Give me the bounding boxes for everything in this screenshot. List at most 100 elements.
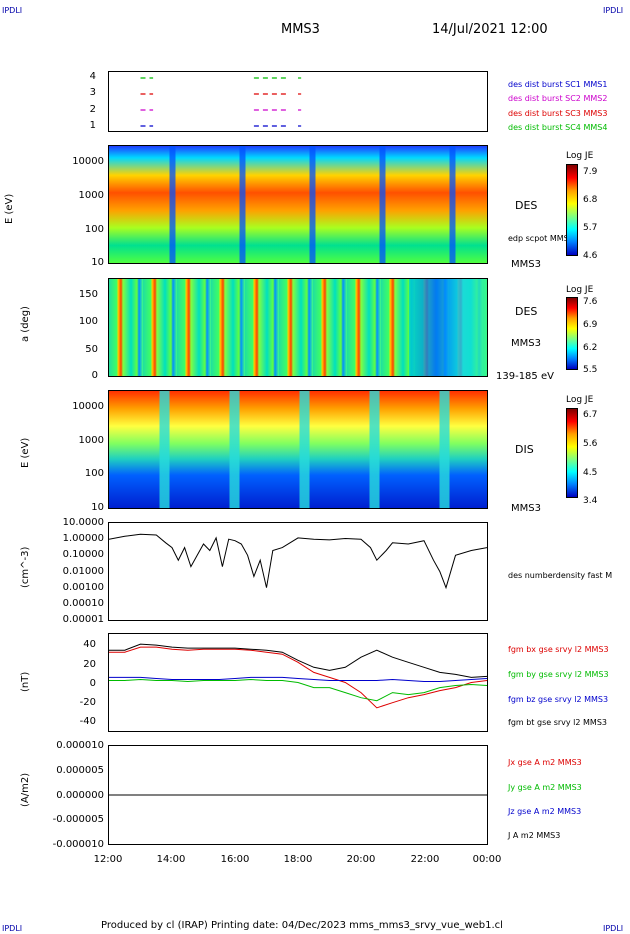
current-legend-jx: Jx gse A m2 MMS3 xyxy=(508,758,582,767)
density-line xyxy=(109,533,487,590)
density-ytick-3: 0.01000 xyxy=(62,566,104,577)
des-energy-colorbar xyxy=(566,164,578,256)
dis-energy-cbar-tick-4: 3.4 xyxy=(583,496,598,506)
density-ytick-0: 10.0000 xyxy=(62,517,104,528)
corner-top-right: IPDLI xyxy=(603,6,624,15)
density-ylabel: (cm^-3) xyxy=(20,546,31,588)
density-legend: des numberdensity fast M xyxy=(508,571,613,580)
des-energy-cbar-tick-4: 4.6 xyxy=(583,251,598,261)
des-pitch-ytick-50: 50 xyxy=(85,344,98,355)
current-ytick-2: 0.000000 xyxy=(56,790,104,801)
corner-top-left: IPDLI xyxy=(2,6,23,15)
bfield-ytick-0: 0 xyxy=(89,678,96,689)
corner-bottom-right: IPDLI xyxy=(603,924,624,933)
density-ytick-4: 0.00100 xyxy=(62,582,104,593)
density-ytick-5: 0.00010 xyxy=(62,598,104,609)
des-energy-cbar-tick-2: 6.8 xyxy=(583,195,598,205)
dis-energy-ytick-100: 100 xyxy=(84,468,104,479)
des-energy-cbar-tick-3: 5.7 xyxy=(583,223,598,233)
des-pitch-spectrogram xyxy=(108,278,488,377)
dis-energy-ytick-1000: 1000 xyxy=(78,435,104,446)
bfield-panel xyxy=(108,633,488,732)
des-pitch-ylabel: a (deg) xyxy=(20,306,31,342)
bfield-legend-bz: fgm bz gse srvy l2 MMS3 xyxy=(508,695,609,704)
des-energy-label: DES xyxy=(515,199,538,212)
burst-ytick-1: 1 xyxy=(89,120,96,131)
xtick-2000: 20:00 xyxy=(346,854,376,865)
bfield-ytick-40: 40 xyxy=(83,639,96,650)
des-pitch-label: DES xyxy=(515,305,538,318)
burst-panel xyxy=(108,71,488,132)
density-ytick-6: 0.00001 xyxy=(62,614,104,625)
des-energy-ytick-10: 10 xyxy=(91,257,104,268)
des-energy-ylabel: E (eV) xyxy=(4,193,15,224)
spacecraft-title: MMS3 xyxy=(281,22,320,37)
current-legend-j: J A m2 MMS3 xyxy=(508,831,561,840)
burst-ytick-4: 4 xyxy=(89,71,96,82)
des-pitch-colorbar xyxy=(566,297,578,370)
current-ytick-4: -0.000010 xyxy=(52,839,104,850)
bfield-ytick-20: 20 xyxy=(83,659,96,670)
dis-energy-spectrogram xyxy=(108,390,488,509)
burst-legend-4: des dist burst SC4 MMS4 xyxy=(508,123,608,132)
xtick-1400: 14:00 xyxy=(156,854,186,865)
burst-legend-1: des dist burst SC1 MMS1 xyxy=(508,80,608,89)
dis-energy-cbar-tick-3: 4.5 xyxy=(583,468,598,478)
des-pitch-cbar-tick-2: 6.9 xyxy=(583,320,598,330)
des-energy-spectrogram xyxy=(108,145,488,264)
density-ytick-1: 1.00000 xyxy=(62,533,104,544)
footer-text: Produced by cl (IRAP) Printing date: 04/… xyxy=(101,920,503,931)
datetime-title: 14/Jul/2021 12:00 xyxy=(432,22,548,37)
des-pitch-sublabel: MMS3 xyxy=(511,338,541,349)
bfield-line-bx xyxy=(109,646,487,709)
bfield-line-by xyxy=(109,678,487,702)
dis-energy-ytick-10: 10 xyxy=(91,502,104,513)
des-energy-ytick-10000: 10000 xyxy=(72,156,104,167)
des-energy-ytick-100: 100 xyxy=(84,224,104,235)
dis-energy-ytick-10000: 10000 xyxy=(72,401,104,412)
xtick-0000: 00:00 xyxy=(472,854,502,865)
current-ytick-1: 0.000005 xyxy=(56,765,104,776)
density-ytick-2: 0.10000 xyxy=(62,549,104,560)
current-ytick-3: -0.000005 xyxy=(52,814,104,825)
dis-energy-colorbar-title: Log JE xyxy=(566,395,594,405)
des-energy-cbar-tick-1: 7.9 xyxy=(583,167,598,177)
des-pitch-cbar-tick-3: 6.2 xyxy=(583,343,598,353)
des-pitch-cbar-tick-1: 7.6 xyxy=(583,297,598,307)
dis-energy-colorbar xyxy=(566,408,578,498)
des-pitch-ytick-150: 150 xyxy=(78,289,98,300)
des-pitch-ytick-100: 100 xyxy=(78,316,98,327)
des-pitch-ytick-0: 0 xyxy=(91,370,98,381)
burst-ytick-2: 2 xyxy=(89,104,96,115)
des-energy-ytick-1000: 1000 xyxy=(78,190,104,201)
bfield-line-bz xyxy=(109,676,487,682)
bfield-legend-bx: fgm bx gse srvy l2 MMS3 xyxy=(508,645,609,654)
current-ylabel: (A/m2) xyxy=(20,772,31,807)
des-pitch-cbar-tick-4: 5.5 xyxy=(583,365,598,375)
bfield-legend-by: fgm by gse srvy l2 MMS3 xyxy=(508,670,609,679)
des-pitch-bottom-label: 139-185 eV xyxy=(496,371,554,382)
density-panel xyxy=(108,522,488,621)
bfield-ytick-m20: -20 xyxy=(79,697,96,708)
bfield-ylabel: (nT) xyxy=(20,671,31,692)
xtick-1800: 18:00 xyxy=(283,854,313,865)
current-ytick-0: 0.000010 xyxy=(56,740,104,751)
dis-energy-cbar-tick-1: 6.7 xyxy=(583,410,598,420)
bfield-line-bt xyxy=(109,643,487,678)
burst-legend-3: des dist burst SC3 MMS3 xyxy=(508,109,608,118)
bfield-ytick-m40: -40 xyxy=(79,716,96,727)
xtick-2200: 22:00 xyxy=(410,854,440,865)
burst-ytick-3: 3 xyxy=(89,87,96,98)
des-energy-sublabel: edp scpot MMS3 xyxy=(508,234,574,243)
current-panel xyxy=(108,745,488,845)
dis-energy-ylabel: E (eV) xyxy=(20,437,31,468)
burst-legend-2: des dist burst SC2 MMS2 xyxy=(508,94,608,103)
current-legend-jz: Jz gse A m2 MMS3 xyxy=(508,807,582,816)
dis-energy-bottom-label: MMS3 xyxy=(511,503,541,514)
dis-energy-label: DIS xyxy=(515,443,534,456)
current-legend-jy: Jy gse A m2 MMS3 xyxy=(508,783,582,792)
xtick-1600: 16:00 xyxy=(220,854,250,865)
xtick-1200: 12:00 xyxy=(93,854,123,865)
bfield-legend-bt: fgm bt gse srvy l2 MMS3 xyxy=(508,718,607,727)
des-pitch-colorbar-title: Log JE xyxy=(566,285,594,295)
